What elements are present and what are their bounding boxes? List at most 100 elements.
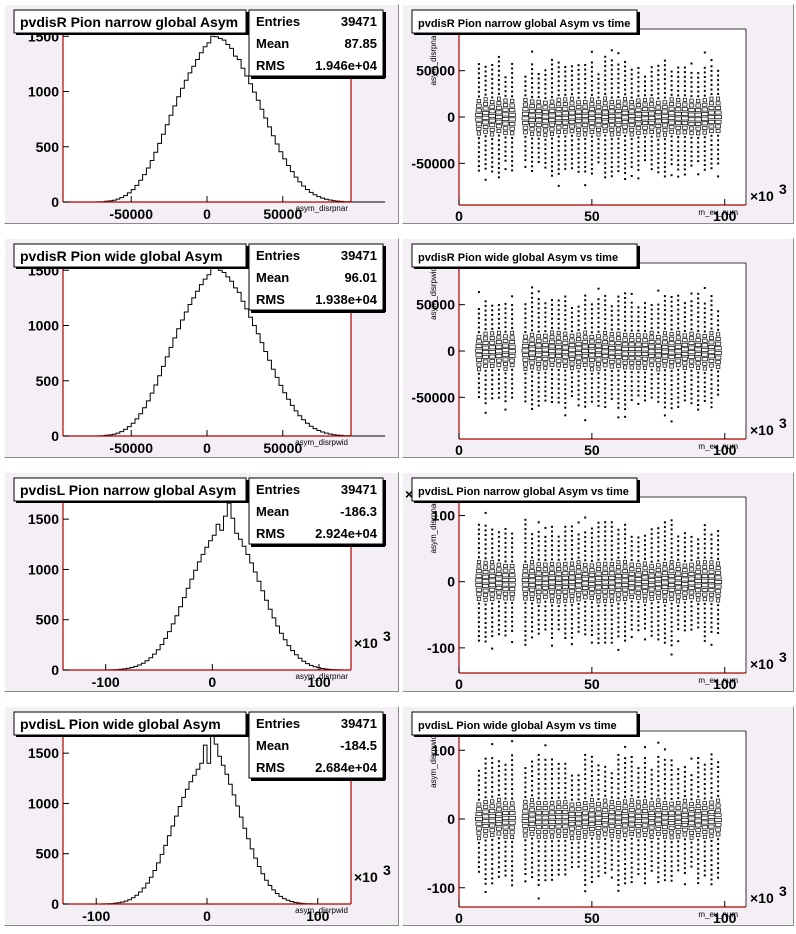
scatter-box <box>702 806 708 810</box>
scatter-point <box>537 400 540 402</box>
scatter-box <box>490 833 495 838</box>
scatter-point <box>717 83 720 86</box>
scatter-point <box>624 148 627 151</box>
scatter-point <box>551 845 553 848</box>
scatter-point <box>564 397 567 400</box>
scatter-box <box>536 599 541 604</box>
scatter-box <box>708 106 715 110</box>
scatter-box <box>536 127 542 132</box>
scatter-box <box>583 132 588 137</box>
scatter-point <box>531 847 534 850</box>
scatter-point <box>590 880 593 883</box>
scatter-point <box>663 797 666 800</box>
scatter-point <box>570 856 573 859</box>
scatter-point <box>670 328 673 331</box>
x-tick-label: -100 <box>82 908 110 924</box>
scatter-point <box>531 779 534 782</box>
scatter-box <box>675 335 681 340</box>
scatter-point <box>590 326 593 329</box>
scatter-box <box>523 367 528 371</box>
scatter-point <box>677 544 680 547</box>
scatter-point <box>617 538 620 541</box>
scatter-point <box>551 377 553 380</box>
scatter-point <box>537 312 540 314</box>
x-ticks: 0 50 100 <box>455 199 737 224</box>
scatter-box <box>661 575 669 580</box>
scatter-box <box>583 562 588 567</box>
scatter-box <box>656 798 661 803</box>
scatter-box <box>674 585 682 590</box>
scatter-point <box>477 846 480 849</box>
scatter-point <box>511 625 514 628</box>
scatter-point <box>511 606 514 609</box>
scatter-box <box>675 121 682 126</box>
scatter-box <box>576 802 581 807</box>
scatter-point <box>617 309 620 312</box>
scatter-box <box>682 333 688 338</box>
scatter-box <box>589 334 595 339</box>
scatter-point <box>663 553 666 556</box>
scatter-point <box>590 861 593 864</box>
scatter-point <box>477 377 480 380</box>
scatter-point <box>617 151 620 154</box>
scatter-point <box>663 850 666 853</box>
scatter-outlier <box>597 287 600 290</box>
scatter-point <box>584 850 587 853</box>
scatter-point <box>491 625 494 628</box>
scatter-box <box>662 100 668 105</box>
scatter-box <box>621 110 629 115</box>
scatter-box <box>669 835 674 840</box>
scatter-point <box>477 312 480 315</box>
scatter-point <box>630 380 633 383</box>
scatter-point <box>491 147 494 150</box>
y-axis-label: asym_disrpwid <box>429 735 438 788</box>
scatter-point <box>637 610 640 613</box>
scatter-box <box>675 805 681 810</box>
scatter-point <box>557 540 560 543</box>
scatter-box <box>510 835 515 840</box>
scatter-point <box>544 166 547 169</box>
scatter-point <box>577 621 580 624</box>
scatter-box <box>588 116 596 121</box>
scatter-point <box>690 328 693 331</box>
scatter-box <box>497 96 501 101</box>
scatter-point <box>537 549 540 552</box>
scatter-point <box>657 619 660 622</box>
scatter-box <box>535 810 542 815</box>
scatter-point <box>511 602 514 605</box>
scatter-point <box>663 369 666 372</box>
scatter-box <box>509 126 515 131</box>
stats-mean-label: Mean <box>256 504 289 519</box>
scatter-point <box>597 609 600 612</box>
scatter-point <box>604 327 607 330</box>
scatter-point <box>477 372 480 375</box>
scatter-point <box>697 790 700 793</box>
scatter-point <box>551 63 553 66</box>
scatter-point <box>604 641 607 644</box>
scatter-point <box>617 840 620 843</box>
scatter-point <box>531 837 534 840</box>
scatter-box <box>528 812 536 817</box>
scatter-point <box>717 143 720 146</box>
scatter-box <box>615 359 622 364</box>
scatter-point <box>531 72 534 75</box>
scatter-point <box>604 539 607 542</box>
scatter-box <box>569 361 575 366</box>
scatter-box <box>608 341 615 346</box>
scatter-box <box>489 363 495 368</box>
scatter-point <box>590 775 593 777</box>
scatter-point <box>604 852 607 855</box>
scatter-point <box>690 150 693 153</box>
scatter-point <box>637 545 640 548</box>
scatter-point <box>690 846 693 849</box>
scatter-box <box>708 110 715 115</box>
scatter-box <box>542 830 548 834</box>
scatter-point <box>564 314 567 316</box>
scatter-point <box>524 620 527 623</box>
scatter-point <box>504 141 507 144</box>
scatter-point <box>703 381 706 384</box>
scatter-box <box>568 812 576 817</box>
scatter-point <box>637 320 640 323</box>
scatter-box <box>576 592 582 597</box>
scatter-box <box>695 333 701 338</box>
